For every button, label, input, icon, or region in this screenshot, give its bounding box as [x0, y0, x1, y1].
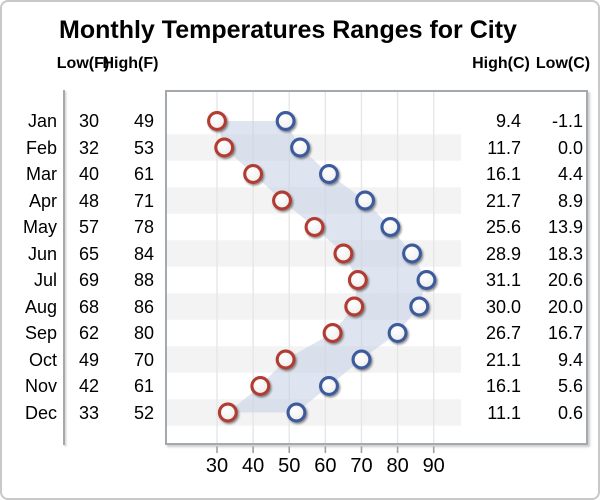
x-axis-tick-label: 70 — [350, 455, 373, 477]
low-f-value: 69 — [78, 270, 99, 290]
low-c-value: 0.6 — [557, 402, 583, 423]
chart-title: Monthly Temperatures Ranges for City — [59, 16, 517, 44]
high-c-value: 16.1 — [485, 376, 521, 396]
high-f-value: 70 — [133, 349, 154, 370]
high-c-value: 16.1 — [485, 164, 521, 184]
high-c-value: 30.0 — [485, 296, 521, 317]
low-c-value: 5.6 — [557, 376, 583, 396]
month-label: Jun — [27, 243, 57, 264]
month-table-divider — [63, 90, 65, 445]
low-f-value: 49 — [78, 349, 99, 370]
column-header-low-c: Low(C) — [535, 55, 591, 72]
low-c-value: -1.1 — [551, 111, 583, 131]
low-f-value: 57 — [78, 217, 99, 237]
column-header-high-c: High(C) — [472, 55, 530, 72]
low-f-value: 32 — [78, 137, 99, 158]
low-c-value: 18.3 — [547, 243, 583, 264]
high-c-value: 28.9 — [485, 243, 521, 264]
high-c-value: 26.7 — [485, 323, 521, 343]
low-f-value: 33 — [78, 402, 99, 423]
x-axis-tick-label: 90 — [422, 455, 445, 477]
low-c-value: 0.0 — [557, 137, 583, 158]
low-c-value: 9.4 — [557, 349, 583, 370]
low-f-value: 68 — [78, 296, 99, 317]
month-label: Oct — [28, 349, 57, 370]
month-label: Sep — [24, 323, 57, 343]
high-f-value: 84 — [133, 243, 154, 264]
low-f-value: 42 — [78, 376, 99, 396]
high-f-value: 78 — [133, 217, 154, 237]
month-label: Mar — [26, 164, 57, 184]
high-c-value: 21.1 — [485, 349, 521, 370]
high-c-value: 31.1 — [485, 270, 521, 290]
low-f-value: 65 — [78, 243, 99, 264]
low-c-value: 8.9 — [557, 190, 583, 211]
month-label: Feb — [25, 137, 57, 158]
month-label: Dec — [24, 402, 57, 423]
low-c-value: 16.7 — [547, 323, 583, 343]
high-f-value: 71 — [133, 190, 154, 211]
high-c-value: 21.7 — [485, 190, 521, 211]
low-f-value: 30 — [78, 111, 99, 131]
month-label: Nov — [24, 376, 57, 396]
x-axis-tick-label: 30 — [205, 455, 229, 477]
low-f-value: 48 — [78, 190, 99, 211]
high-f-value: 52 — [133, 402, 154, 423]
x-axis-tick-label: 80 — [386, 455, 409, 477]
high-f-value: 86 — [133, 296, 154, 317]
high-f-value: 49 — [133, 111, 154, 131]
x-axis-tick-label: 40 — [241, 455, 265, 477]
month-label: Aug — [24, 296, 57, 317]
high-c-value: 25.6 — [485, 217, 521, 237]
low-c-value: 13.9 — [547, 217, 583, 237]
low-f-value: 40 — [78, 164, 99, 184]
high-f-value: 61 — [133, 164, 154, 184]
column-header-low-f: Low(F) — [56, 55, 110, 72]
month-label: May — [22, 217, 57, 237]
high-c-value: 9.4 — [495, 111, 521, 131]
high-f-value: 53 — [133, 137, 154, 158]
month-label: Jan — [27, 111, 57, 131]
month-label: Jul — [33, 270, 57, 290]
low-c-value: 20.0 — [547, 296, 583, 317]
column-header-high-f: High(F) — [102, 55, 159, 72]
x-axis-tick-label: 50 — [278, 455, 301, 477]
high-c-value: 11.1 — [487, 402, 521, 423]
high-f-value: 88 — [133, 270, 154, 290]
high-f-value: 61 — [133, 376, 154, 396]
low-c-value: 20.6 — [547, 270, 583, 290]
plot-area-border — [165, 90, 588, 445]
high-f-value: 80 — [133, 323, 154, 343]
low-f-value: 62 — [78, 323, 99, 343]
x-axis-tick-label: 60 — [314, 455, 337, 477]
high-c-value: 11.7 — [487, 137, 521, 158]
low-c-value: 4.4 — [557, 164, 583, 184]
month-label: Apr — [28, 190, 57, 211]
